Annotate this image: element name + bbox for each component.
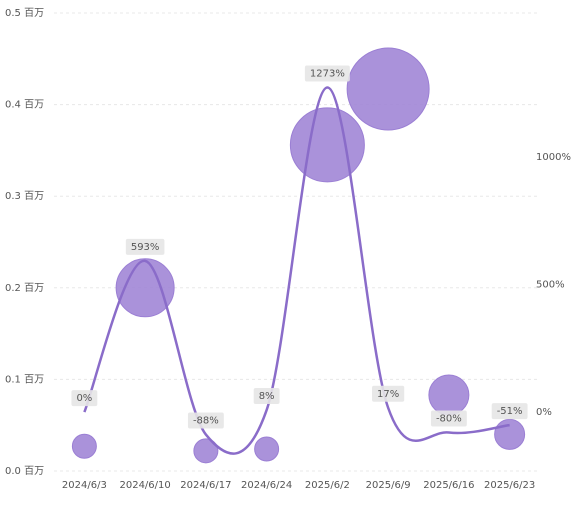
value-label: 0% bbox=[76, 393, 92, 404]
x-tick-label: 2024/6/10 bbox=[119, 480, 170, 491]
value-label: -80% bbox=[436, 413, 462, 424]
value-label-box bbox=[125, 238, 165, 255]
bubble bbox=[346, 47, 430, 131]
value-label-box bbox=[304, 65, 350, 82]
value-label-box bbox=[71, 390, 98, 407]
value-label-box bbox=[187, 412, 224, 429]
y-tick-label: 0.5 百万 bbox=[5, 7, 44, 19]
x-tick-label: 2025/6/9 bbox=[366, 480, 411, 491]
value-label: 17% bbox=[377, 389, 399, 400]
y2-tick-label: 500% bbox=[536, 280, 565, 291]
y-tick-label: 0.4 百万 bbox=[5, 99, 44, 111]
value-label: 1273% bbox=[310, 68, 345, 79]
y-tick-label: 0.2 百万 bbox=[5, 282, 44, 294]
bubble bbox=[254, 436, 280, 462]
x-tick-label: 2024/6/24 bbox=[241, 480, 292, 491]
bubble bbox=[428, 374, 470, 416]
y-tick-label: 0.1 百万 bbox=[5, 373, 44, 385]
line bbox=[83, 86, 510, 455]
bubble bbox=[494, 418, 526, 450]
bubble bbox=[289, 107, 365, 183]
x-tick-label: 2025/6/16 bbox=[423, 480, 474, 491]
value-label-box bbox=[372, 385, 405, 402]
value-label: -51% bbox=[497, 406, 523, 417]
value-label-box bbox=[430, 410, 467, 427]
bubble bbox=[71, 433, 97, 459]
value-label-box bbox=[491, 403, 528, 420]
value-label: -88% bbox=[193, 416, 219, 427]
value-label-box bbox=[253, 388, 280, 405]
y2-tick-label: 0% bbox=[536, 407, 552, 418]
x-tick-label: 2025/6/2 bbox=[305, 480, 350, 491]
y2-tick-label: 1000% bbox=[536, 152, 571, 163]
value-label: 8% bbox=[259, 391, 275, 402]
x-tick-label: 2024/6/3 bbox=[62, 480, 107, 491]
y-tick-label: 0.0 百万 bbox=[5, 465, 44, 477]
bubble bbox=[193, 438, 219, 464]
x-tick-label: 2025/6/23 bbox=[484, 480, 535, 491]
value-label: 593% bbox=[131, 242, 160, 253]
y-tick-label: 0.3 百万 bbox=[5, 190, 44, 202]
x-tick-label: 2024/6/17 bbox=[180, 480, 231, 491]
